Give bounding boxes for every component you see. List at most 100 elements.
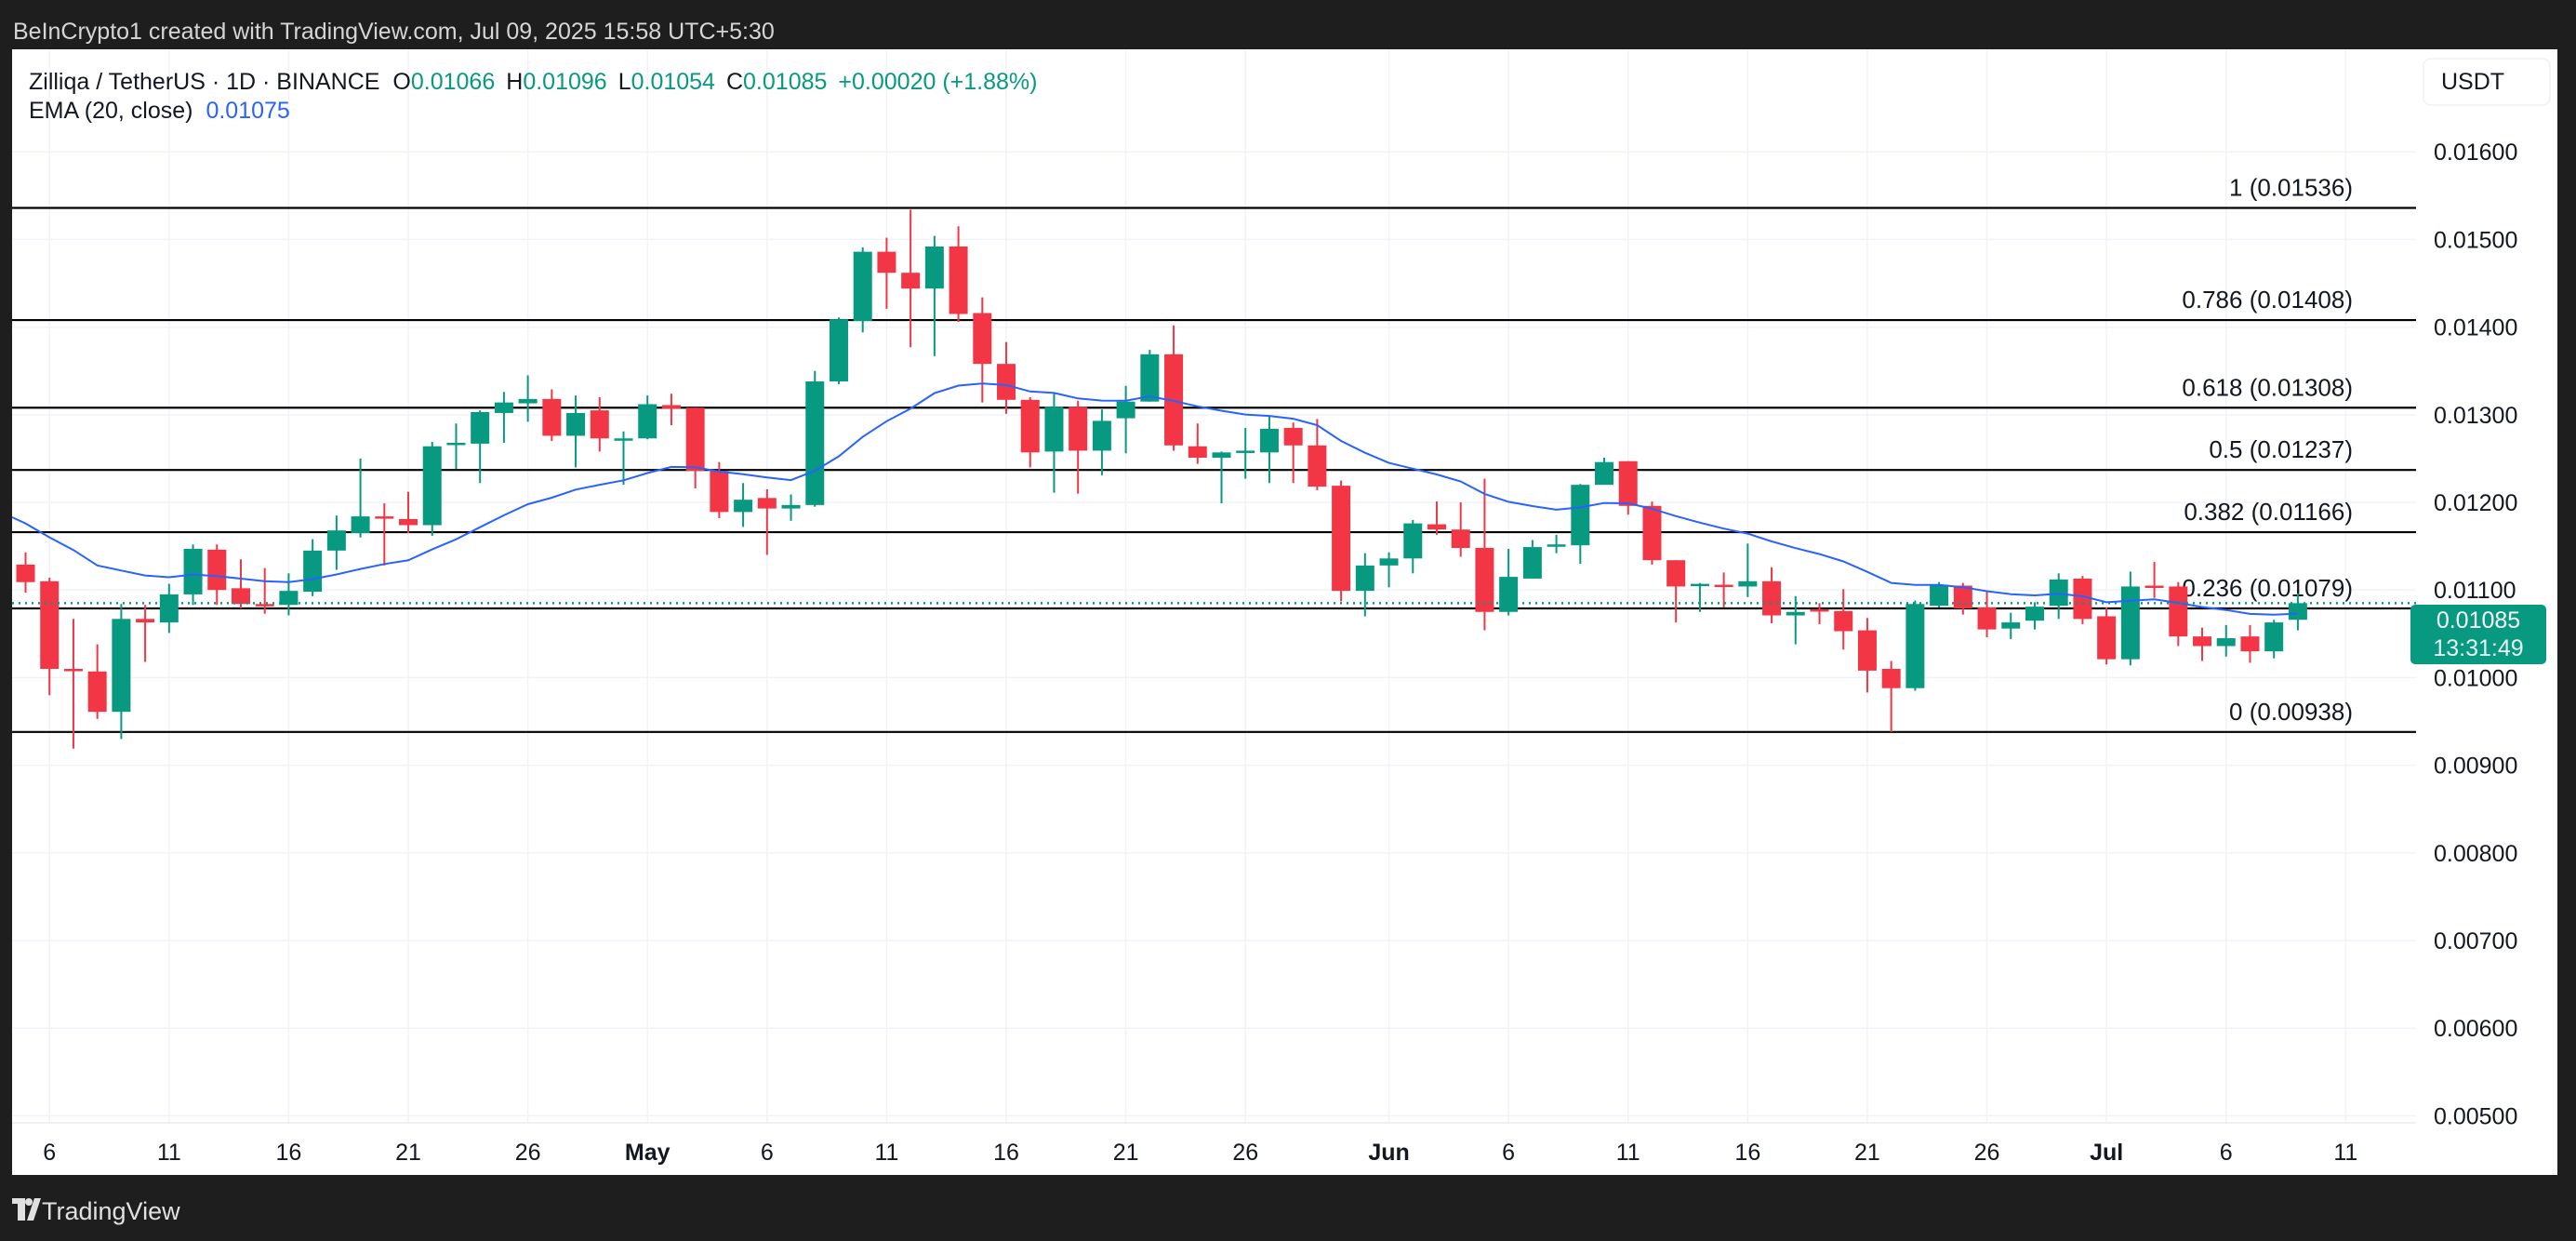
candle-body bbox=[159, 594, 179, 623]
candle-body bbox=[471, 411, 490, 444]
candle-down bbox=[16, 552, 35, 594]
candle-body bbox=[877, 251, 896, 274]
tradingview-logo[interactable]: TradingView bbox=[12, 1197, 180, 1225]
candle-up bbox=[2049, 573, 2068, 620]
candle-up bbox=[2264, 620, 2284, 659]
candle-body bbox=[1499, 577, 1519, 612]
candle-down bbox=[1308, 419, 1327, 490]
price-axis-label: 0.01600 bbox=[2434, 140, 2517, 166]
time-axis-label: Jul bbox=[2090, 1140, 2123, 1166]
currency-button[interactable]: USDT bbox=[2423, 58, 2551, 106]
candle-body bbox=[1905, 604, 1925, 688]
candle-down bbox=[1881, 661, 1901, 732]
candle-down bbox=[2169, 581, 2188, 647]
candle-down bbox=[87, 644, 107, 719]
high-label: H bbox=[506, 69, 523, 95]
legend-ema[interactable]: EMA (20, close) 0.01075 bbox=[29, 98, 290, 124]
candle-up bbox=[112, 604, 131, 740]
candle-up bbox=[2120, 571, 2140, 666]
tradingview-logo-text: TradingView bbox=[42, 1197, 180, 1225]
time-axis-label: May bbox=[625, 1140, 671, 1166]
time-axis-label: Jun bbox=[1368, 1140, 1409, 1166]
candle-down bbox=[1666, 560, 1686, 623]
time-axis-label: 26 bbox=[515, 1140, 541, 1166]
candle-body bbox=[1834, 610, 1853, 632]
candle-body bbox=[279, 591, 299, 606]
candle-body bbox=[997, 364, 1016, 400]
fib-level-label: 0.618 (0.01308) bbox=[2182, 373, 2353, 401]
candle-body bbox=[2288, 603, 2307, 620]
candle-down bbox=[63, 619, 83, 749]
candle-body bbox=[2144, 585, 2164, 589]
candle-body bbox=[494, 402, 513, 413]
candle-body bbox=[566, 412, 586, 436]
time-axis-label: 21 bbox=[1854, 1140, 1880, 1166]
candle-down bbox=[207, 544, 227, 606]
candle-up bbox=[471, 410, 490, 484]
candle-down bbox=[1332, 480, 1351, 602]
candle-body bbox=[87, 671, 107, 713]
candle-body bbox=[207, 549, 227, 591]
currency-button-box[interactable] bbox=[2423, 58, 2551, 106]
candle-body bbox=[805, 381, 825, 505]
time-axis-label: 26 bbox=[1974, 1140, 2000, 1166]
time-axis-label: 11 bbox=[1616, 1140, 1640, 1166]
candle-body bbox=[685, 407, 705, 472]
candle-up bbox=[2001, 612, 2021, 639]
ema-value: 0.01075 bbox=[206, 98, 289, 124]
candle-body bbox=[901, 273, 921, 289]
candle-body bbox=[326, 530, 346, 551]
candle-body bbox=[1092, 420, 1111, 451]
price-axis-label: 0.00600 bbox=[2434, 1016, 2517, 1042]
candle-body bbox=[2193, 636, 2212, 647]
symbol-title[interactable]: Zilliqa / TetherUS · 1D · BINANCE bbox=[29, 69, 379, 95]
candle-body bbox=[1786, 611, 1805, 616]
candle-up bbox=[1044, 394, 1064, 493]
candle-down bbox=[1834, 589, 1853, 650]
candle-body bbox=[1953, 585, 1972, 608]
price-axis-label: 0.01000 bbox=[2434, 665, 2517, 691]
candle-down bbox=[1188, 423, 1207, 464]
time-axis[interactable]: 6 11 16 21 26 May 6 11 16 21 26 Jun 6 11 16 21 26 Jul 6 11 bbox=[43, 1140, 2357, 1166]
time-axis-label: 16 bbox=[993, 1140, 1019, 1166]
candle-body bbox=[1403, 523, 1423, 559]
candle-down bbox=[2073, 576, 2092, 624]
price-axis-label: 0.01500 bbox=[2434, 227, 2517, 253]
candle-body bbox=[853, 251, 872, 322]
candle-body bbox=[1236, 450, 1255, 453]
candle-down bbox=[1762, 567, 1782, 624]
candle-up bbox=[1786, 595, 1805, 645]
candle-up bbox=[1092, 409, 1111, 475]
candle-body bbox=[399, 518, 418, 526]
time-axis-label: 6 bbox=[761, 1140, 774, 1166]
candle-up bbox=[1140, 350, 1160, 402]
candle-up bbox=[1595, 457, 1614, 486]
currency-button-label[interactable]: USDT bbox=[2441, 69, 2504, 95]
candle-body bbox=[1379, 558, 1399, 566]
candle-down bbox=[136, 605, 155, 662]
candle-up bbox=[494, 392, 513, 443]
candle-body bbox=[1212, 452, 1231, 458]
candle-body bbox=[1642, 505, 1662, 561]
candle-down bbox=[1857, 618, 1877, 693]
fibonacci-retracement[interactable]: 1 (0.01536) 0.786 (0.01408) 0.618 (0.01308… bbox=[12, 174, 2416, 733]
candle-down bbox=[542, 389, 562, 442]
candle-body bbox=[40, 580, 60, 669]
price-tag: 0.01085 13:31:49 bbox=[2410, 605, 2546, 664]
candle-up bbox=[422, 442, 442, 536]
price-axis[interactable]: 0.01600 0.01500 0.01400 0.01300 0.01200 0.011… bbox=[2434, 140, 2517, 1129]
candle-body bbox=[2216, 638, 2236, 647]
candle-down bbox=[1475, 478, 1494, 631]
fib-level-label: 0.236 (0.01079) bbox=[2182, 574, 2353, 602]
price-axis-label: 0.00900 bbox=[2434, 754, 2517, 780]
candle-body bbox=[638, 404, 657, 439]
fib-level-label: 0.5 (0.01237) bbox=[2209, 435, 2353, 463]
time-axis-label: 11 bbox=[2333, 1140, 2357, 1166]
candle-body bbox=[2120, 586, 2140, 660]
candle-body bbox=[518, 398, 538, 404]
candle-up bbox=[1571, 484, 1590, 564]
candle-down bbox=[661, 394, 681, 426]
price-axis-label: 0.00500 bbox=[2434, 1103, 2517, 1129]
candle-body bbox=[183, 548, 203, 594]
